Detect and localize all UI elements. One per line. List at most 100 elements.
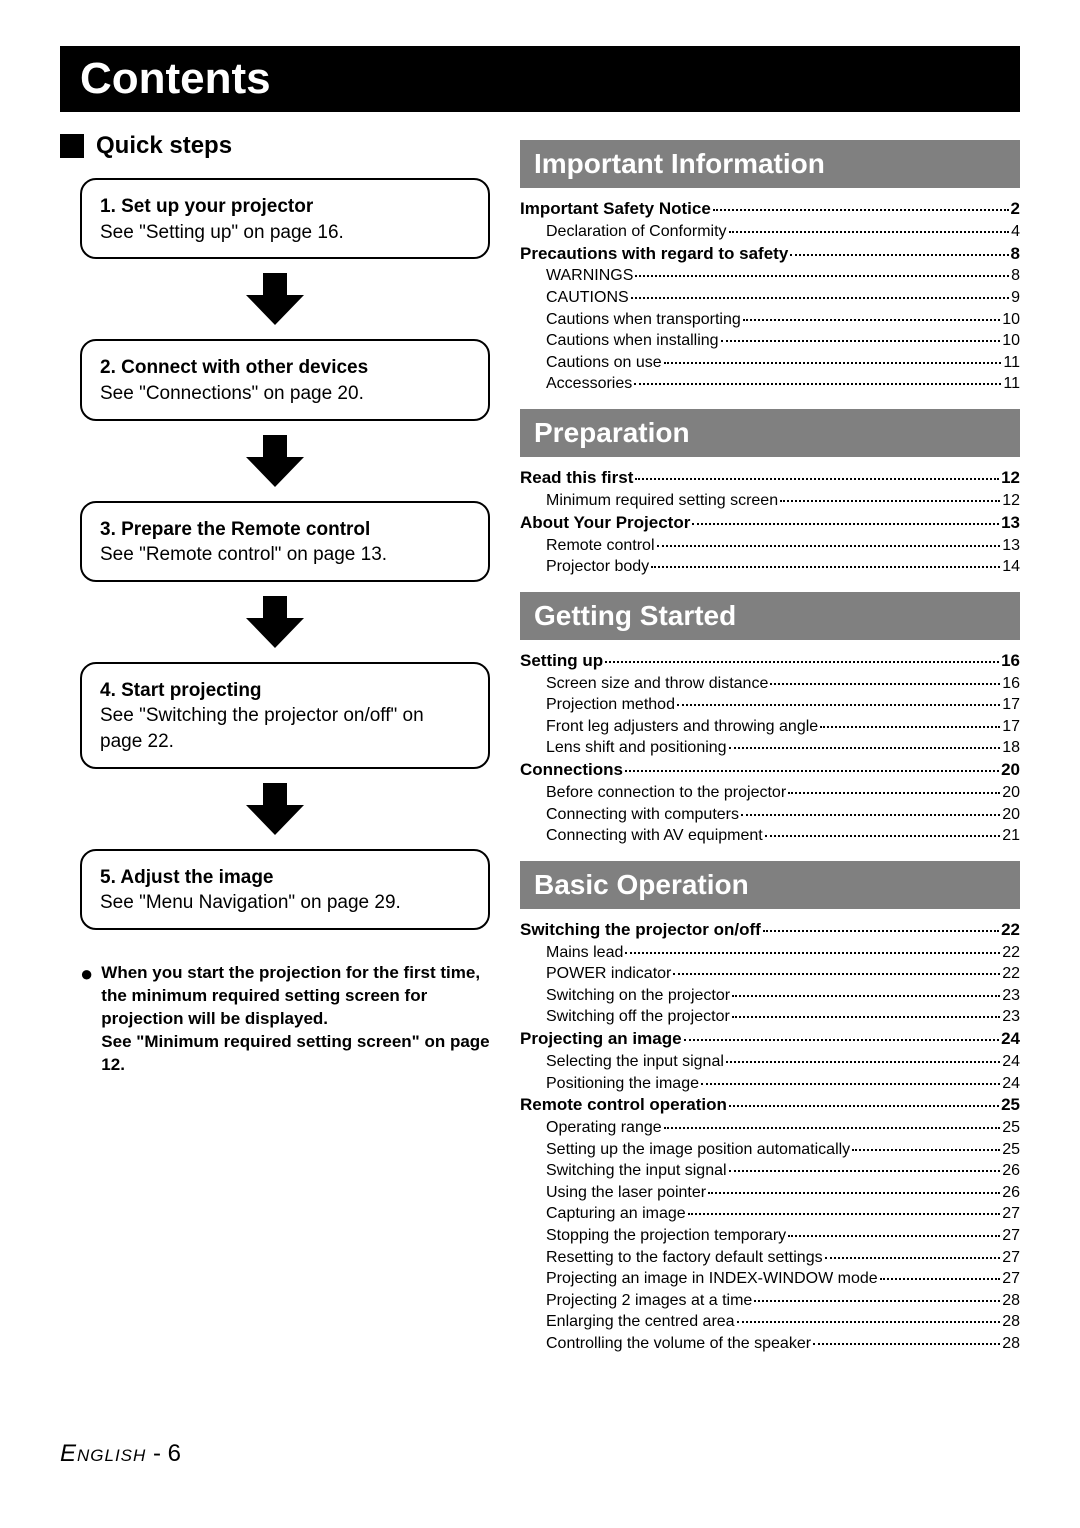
toc-entry: Lens shift and positioning18 <box>520 737 1020 759</box>
toc-leader <box>708 1192 1000 1194</box>
toc-page: 24 <box>1001 1028 1020 1051</box>
toc-label: Operating range <box>546 1117 662 1139</box>
toc-label: POWER indicator <box>546 963 671 985</box>
toc-leader <box>634 383 1001 385</box>
step-title: 5. Adjust the image <box>100 865 470 891</box>
toc-label: Positioning the image <box>546 1073 699 1095</box>
toc-label: Cautions on use <box>546 352 662 374</box>
right-column: Important InformationImportant Safety No… <box>520 126 1020 1365</box>
toc-page: 28 <box>1002 1311 1020 1333</box>
toc-leader <box>763 930 999 932</box>
toc-label: Switching the input signal <box>546 1160 727 1182</box>
toc-leader <box>684 1039 1000 1041</box>
toc-leader <box>688 1213 1001 1215</box>
toc-page: 4 <box>1011 221 1020 243</box>
toc-entry: Connecting with computers 20 <box>520 804 1020 826</box>
toc-page: 28 <box>1002 1333 1020 1355</box>
toc-leader <box>813 1343 1000 1345</box>
toc-label: Read this first <box>520 467 633 490</box>
toc-page: 22 <box>1002 963 1020 985</box>
toc-entry: Stopping the projection temporary27 <box>520 1225 1020 1247</box>
toc-leader <box>657 545 1001 547</box>
toc-entry: Mains lead22 <box>520 942 1020 964</box>
toc-label: Connecting with AV equipment <box>546 825 763 847</box>
toc-page: 27 <box>1002 1203 1020 1225</box>
toc-page: 21 <box>1002 825 1020 847</box>
toc-page: 27 <box>1002 1247 1020 1269</box>
toc-block: Switching the projector on/off22Mains le… <box>520 919 1020 1355</box>
left-column: Quick steps 1. Set up your projector See… <box>60 126 490 1365</box>
toc-page: 23 <box>1002 1006 1020 1028</box>
toc-page: 11 <box>1003 373 1020 395</box>
section-heading: Getting Started <box>520 592 1020 640</box>
toc-entry: Declaration of Conformity4 <box>520 221 1020 243</box>
arrow-down-icon <box>60 421 490 501</box>
toc-entry: Read this first12 <box>520 467 1020 490</box>
toc-entry: Switching off the projector23 <box>520 1006 1020 1028</box>
toc-page: 20 <box>1002 804 1020 826</box>
toc-entry: Cautions on use11 <box>520 352 1020 374</box>
toc-page: 17 <box>1002 716 1020 738</box>
toc-leader <box>692 523 999 525</box>
toc-label: Projecting 2 images at a time <box>546 1290 752 1312</box>
footnote: ● When you start the projection for the … <box>80 962 490 1077</box>
toc-entry: Setting up the image position automatica… <box>520 1139 1020 1161</box>
toc-page: 24 <box>1002 1073 1020 1095</box>
quick-steps-heading: Quick steps <box>60 132 490 160</box>
toc-entry: Operating range25 <box>520 1117 1020 1139</box>
toc-leader <box>721 340 1001 342</box>
toc-entry: Projecting 2 images at a time28 <box>520 1290 1020 1312</box>
section-heading: Important Information <box>520 140 1020 188</box>
toc-page: 25 <box>1001 1094 1020 1117</box>
toc-leader <box>732 995 1000 997</box>
toc-label: Before connection to the projector <box>546 782 786 804</box>
toc-leader <box>743 319 1000 321</box>
toc-label: Lens shift and positioning <box>546 737 727 759</box>
step-title: 3. Prepare the Remote control <box>100 517 470 543</box>
toc-page: 8 <box>1011 243 1020 266</box>
toc-leader <box>635 275 1009 277</box>
toc-leader <box>673 973 1000 975</box>
toc-entry: Using the laser pointer26 <box>520 1182 1020 1204</box>
toc-label: Precautions with regard to safety <box>520 243 788 266</box>
toc-leader <box>701 1083 1000 1085</box>
document-page: Contents Quick steps 1. Set up your proj… <box>0 0 1080 1365</box>
toc-leader <box>737 1321 1001 1323</box>
toc-entry: Enlarging the centred area28 <box>520 1311 1020 1333</box>
toc-label: Remote control <box>546 535 655 557</box>
toc-label: Setting up the image position automatica… <box>546 1139 850 1161</box>
toc-label: Switching the projector on/off <box>520 919 761 942</box>
toc-leader <box>713 209 1009 211</box>
section-heading: Basic Operation <box>520 861 1020 909</box>
toc-label: Connecting with computers <box>546 804 739 826</box>
toc-label: Mains lead <box>546 942 623 964</box>
toc-label: Connections <box>520 759 623 782</box>
toc-entry: Projecting an image24 <box>520 1028 1020 1051</box>
toc-page: 16 <box>1001 650 1020 673</box>
toc-page: 25 <box>1002 1139 1020 1161</box>
toc-entry: Remote control operation25 <box>520 1094 1020 1117</box>
step-text: See "Remote control" on page 13. <box>100 542 470 568</box>
toc-entry: Connecting with AV equipment 21 <box>520 825 1020 847</box>
toc-page: 22 <box>1001 919 1020 942</box>
toc-label: Selecting the input signal <box>546 1051 724 1073</box>
footer-sep: - <box>146 1440 167 1467</box>
toc-entry: Positioning the image 24 <box>520 1073 1020 1095</box>
toc-leader <box>625 952 1000 954</box>
toc-label: Resetting to the factory default setting… <box>546 1247 823 1269</box>
toc-entry: Projection method17 <box>520 694 1020 716</box>
step-box-1: 1. Set up your projector See "Setting up… <box>80 178 490 259</box>
toc-leader <box>625 770 999 772</box>
step-box-4: 4. Start projecting See "Switching the p… <box>80 662 490 769</box>
toc-page: 20 <box>1001 759 1020 782</box>
toc-entry: CAUTIONS9 <box>520 287 1020 309</box>
step-box-3: 3. Prepare the Remote control See "Remot… <box>80 501 490 582</box>
toc-entry: About Your Projector13 <box>520 512 1020 535</box>
toc-leader <box>754 1300 1000 1302</box>
toc-entry: WARNINGS8 <box>520 265 1020 287</box>
toc-label: Minimum required setting screen <box>546 490 778 512</box>
arrow-down-icon <box>60 259 490 339</box>
toc-page: 13 <box>1001 512 1020 535</box>
toc-label: Capturing an image <box>546 1203 686 1225</box>
toc-entry: Selecting the input signal24 <box>520 1051 1020 1073</box>
